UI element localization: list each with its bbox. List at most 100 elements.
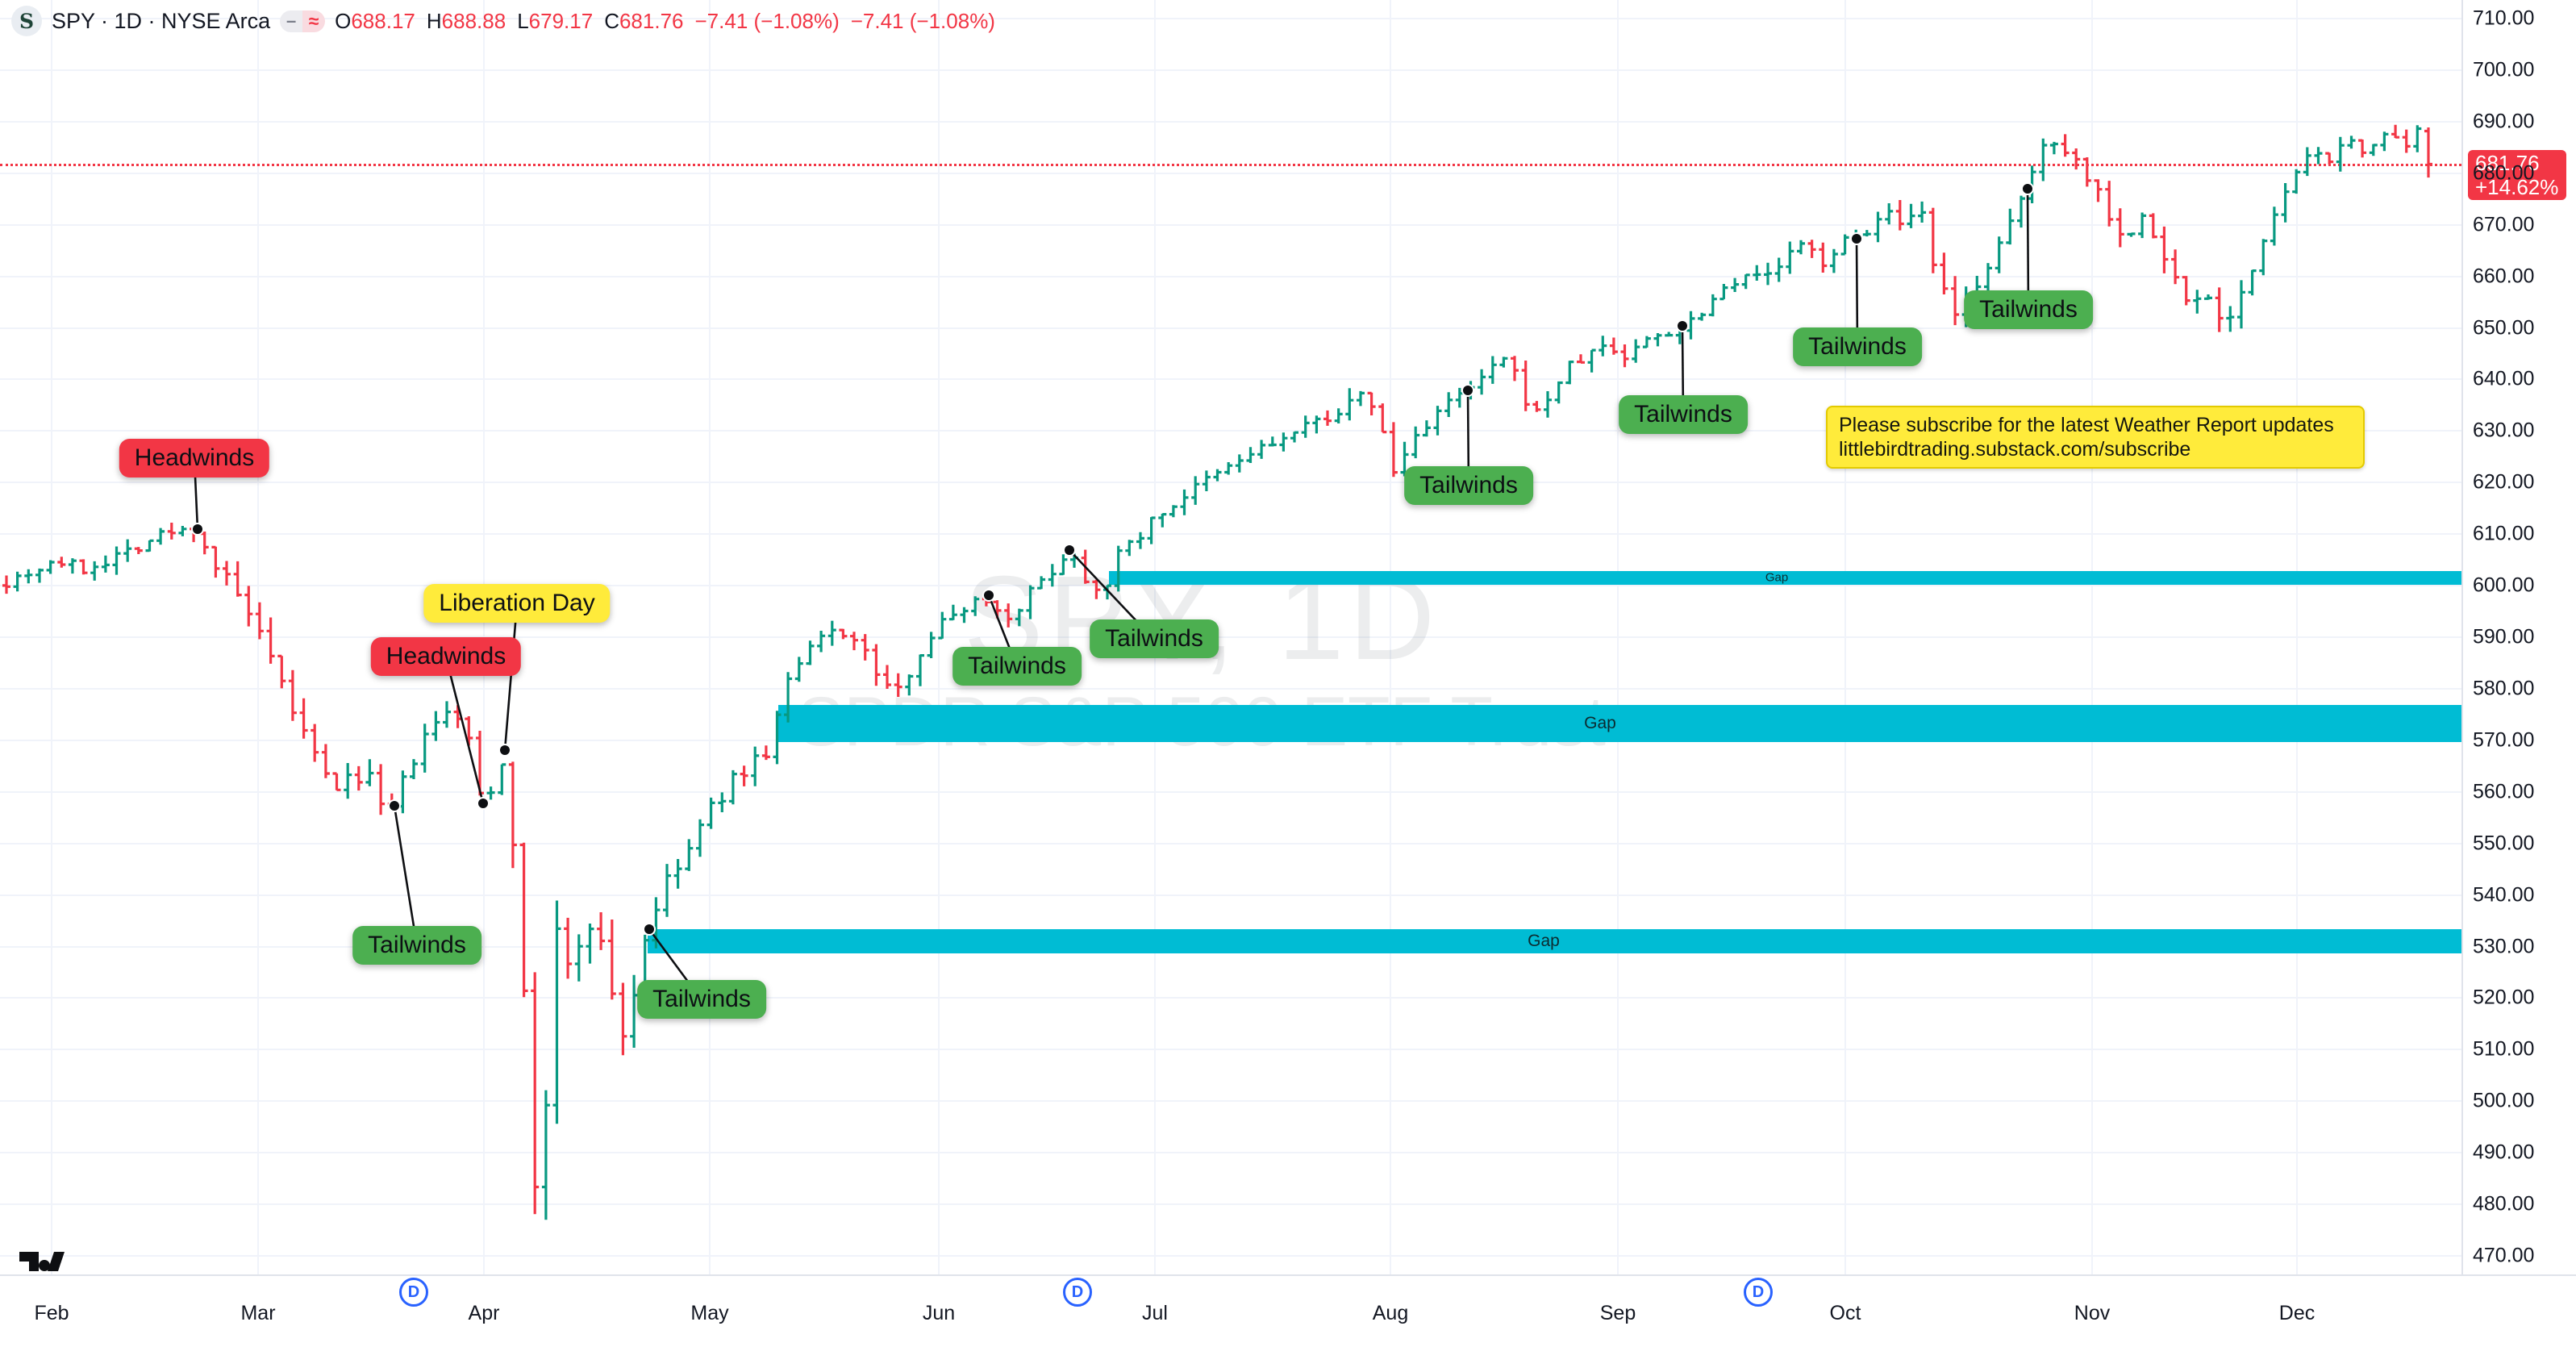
grid-line-horizontal <box>0 120 2461 123</box>
tailwinds-label[interactable]: Tailwinds <box>1964 290 2093 329</box>
ohlc-bar <box>1015 608 1023 627</box>
ohlc-bar <box>1290 431 1298 443</box>
ohlc-bar <box>1708 294 1717 317</box>
annotation-anchor-dot[interactable] <box>1063 544 1076 557</box>
hide-indicator-icon[interactable]: – <box>280 10 303 32</box>
price-tick-label: 620.00 <box>2473 470 2535 494</box>
tailwinds-label[interactable]: Tailwinds <box>1404 466 1533 505</box>
ohlc-bar <box>1599 336 1607 357</box>
ohlc-bar <box>2 575 10 594</box>
ohlc-bar <box>2292 169 2301 194</box>
annotation-anchor-dot[interactable] <box>1676 319 1689 332</box>
tradingview-logo-icon[interactable] <box>18 1249 66 1274</box>
ohlc-bar <box>1169 505 1178 518</box>
ohlc-bar <box>365 759 374 786</box>
month-label: Mar <box>240 1302 276 1324</box>
ohlc-bar <box>971 596 980 616</box>
annotation-anchor-dot[interactable] <box>498 744 511 757</box>
annotation-anchor-dot[interactable] <box>982 589 995 602</box>
dividend-marker[interactable]: D <box>1063 1278 1092 1307</box>
ohlc-bar <box>1433 406 1442 436</box>
gap-band-label: Gap <box>1765 570 1789 585</box>
gap-band[interactable] <box>648 929 2461 954</box>
ohlc-bar <box>354 765 363 791</box>
liberation-day-label[interactable]: Liberation Day <box>423 584 611 623</box>
ohlc-bar <box>2226 306 2235 332</box>
annotation-anchor-dot[interactable] <box>1461 384 1474 397</box>
annotation-anchor-dot[interactable] <box>643 923 656 936</box>
annotation-anchor-dot[interactable] <box>191 523 204 536</box>
ohlc-bar <box>2325 152 2334 165</box>
approx-indicator-icon[interactable]: ≈ <box>302 10 326 32</box>
ohlc-bar <box>431 711 440 741</box>
ohlc-bars-canvas <box>2 124 2432 1220</box>
ohlc-bar <box>2105 181 2114 227</box>
annotation-anchor-dot[interactable] <box>2021 182 2034 195</box>
gap-band[interactable] <box>778 705 2461 742</box>
headwinds-label[interactable]: Headwinds <box>370 637 522 676</box>
ohlc-bar <box>1357 390 1365 407</box>
ohlc-bar <box>916 654 924 686</box>
ohlc-bar <box>1312 415 1321 434</box>
tailwinds-label[interactable]: Tailwinds <box>1619 395 1748 434</box>
price-tick-label: 520.00 <box>2473 986 2535 1009</box>
headwinds-label[interactable]: Headwinds <box>119 439 270 477</box>
gap-band[interactable] <box>1109 570 2461 585</box>
ohlc-bar <box>2369 144 2378 156</box>
tailwinds-label[interactable]: Tailwinds <box>1090 619 1219 658</box>
time-axis[interactable]: Feb Mar Apr May Jun Jul Aug Sep Oct Nov Dec D D D <box>0 1274 2576 1347</box>
symbol-logo[interactable]: S <box>11 6 42 36</box>
ohlc-bar <box>123 539 132 562</box>
grid-line-horizontal <box>0 1203 2461 1206</box>
ohlc-bar <box>2149 213 2157 239</box>
price-tick-label: 690.00 <box>2473 110 2535 133</box>
ohlc-bar <box>420 724 429 773</box>
ohlc-bar <box>1367 391 1376 415</box>
ohlc-bar <box>2215 287 2224 332</box>
ohlc-bar <box>619 982 627 1056</box>
ohlc-bar <box>1257 440 1266 459</box>
dividend-marker[interactable]: D <box>1744 1278 1773 1307</box>
grid-line-horizontal <box>0 1100 2461 1103</box>
symbol-title[interactable]: SPY · 1D · NYSE Arca <box>52 8 271 33</box>
ohlc-bar <box>2006 208 2015 245</box>
ohlc-bar <box>1885 203 1894 225</box>
tailwinds-label[interactable]: Tailwinds <box>1793 327 1922 366</box>
ohlc-bar <box>2270 206 2278 246</box>
ohlc-bar <box>244 586 253 627</box>
grid-line-horizontal <box>0 997 2461 999</box>
ohlc-bar <box>57 557 66 568</box>
ohlc-bar <box>663 864 671 917</box>
chart-plot-area[interactable]: SPY, 1D SPDR S&P 500 ETF Trust GapGapGap… <box>0 0 2461 1274</box>
ohlc-bar <box>321 744 330 778</box>
ohlc-bar <box>696 819 704 857</box>
tailwinds-label[interactable]: Tailwinds <box>352 926 481 965</box>
ohlc-bar <box>344 763 352 799</box>
grid-line-horizontal <box>0 18 2461 19</box>
annotation-anchor-dot[interactable] <box>1850 232 1863 245</box>
price-tick-label: 580.00 <box>2473 677 2535 700</box>
ohlc-bar <box>255 602 264 640</box>
subscribe-note-line1: Please subscribe for the latest Weather … <box>1839 414 2334 436</box>
ohlc-bar <box>200 532 209 555</box>
ohlc-bar <box>1764 262 1772 286</box>
ohlc-bar <box>1753 265 1761 281</box>
ohlc-bar <box>938 611 947 640</box>
dividend-marker[interactable]: D <box>399 1278 428 1307</box>
annotation-anchor-dot[interactable] <box>477 797 490 810</box>
ohlc-bar <box>806 640 815 665</box>
tailwinds-label[interactable]: Tailwinds <box>952 647 1082 686</box>
ohlc-bar <box>883 665 891 689</box>
ohlc-bar <box>2171 249 2180 285</box>
ohlc-bar <box>90 561 99 581</box>
ohlc-bar <box>1653 333 1662 347</box>
price-axis[interactable]: 681.76 +14.62% 710.00 700.00 690.00 680.00 6… <box>2461 0 2576 1274</box>
price-tick-label: 650.00 <box>2473 316 2535 340</box>
last-price-value: 681.76 <box>2475 150 2540 175</box>
ohlc-bar <box>574 934 583 982</box>
ohlc-bar <box>2017 195 2025 228</box>
annotation-anchor-dot[interactable] <box>388 799 401 812</box>
subscribe-note[interactable]: Please subscribe for the latest Weather … <box>1826 406 2365 469</box>
tailwinds-label[interactable]: Tailwinds <box>637 980 766 1019</box>
ohlc-bar <box>1136 532 1144 549</box>
